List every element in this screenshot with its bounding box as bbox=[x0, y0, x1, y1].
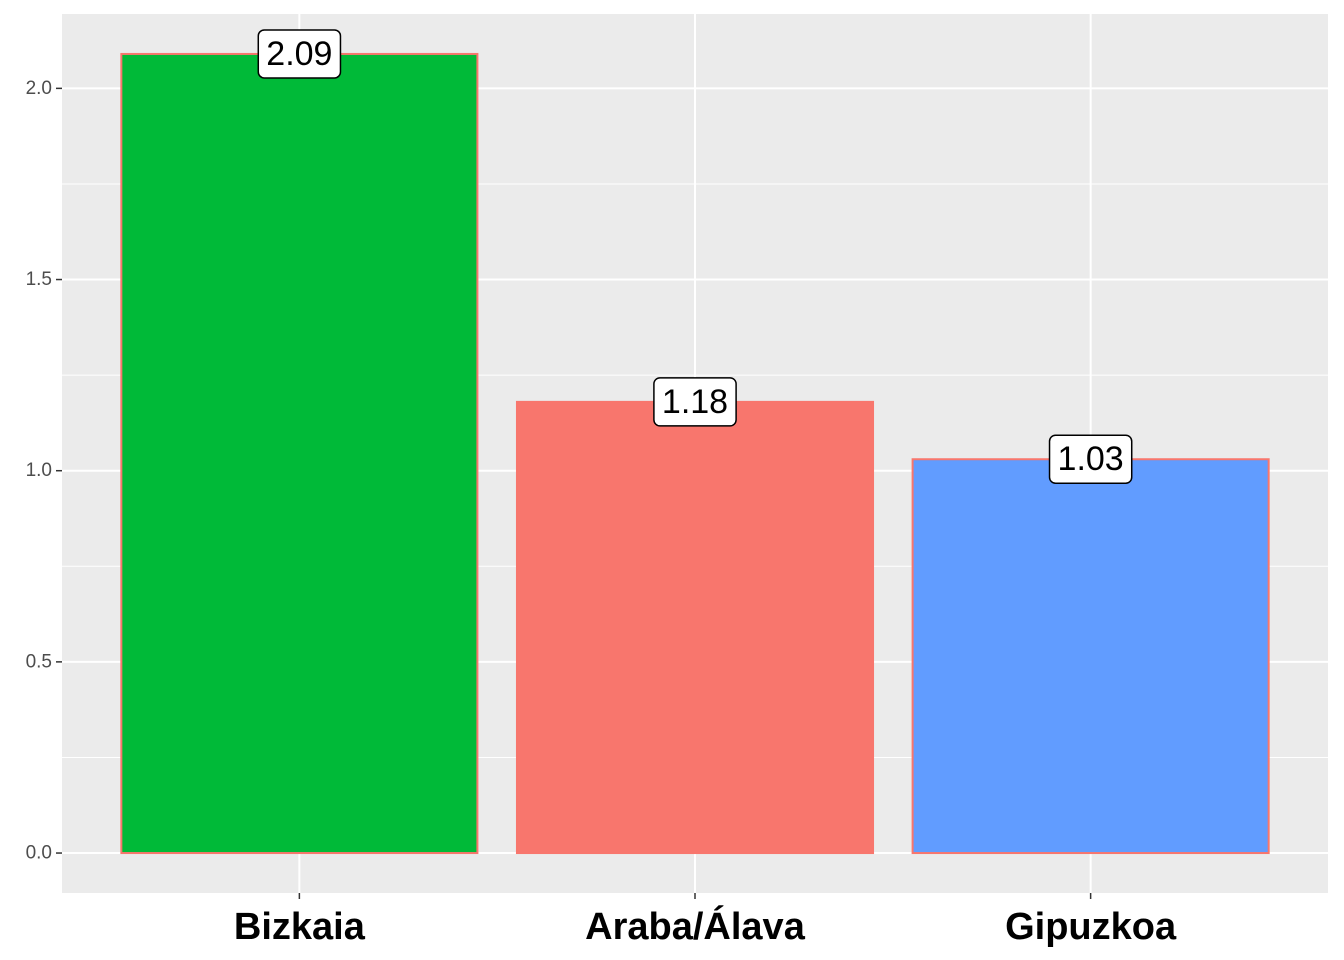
x-tick-label: Gipuzkoa bbox=[1005, 906, 1177, 948]
value-label-box bbox=[653, 377, 737, 427]
y-tick-label: 0.0 bbox=[26, 843, 52, 864]
value-label: 2.09 bbox=[266, 35, 332, 73]
x-tick-label: Araba/Álava bbox=[585, 904, 806, 948]
value-label: 1.03 bbox=[1058, 440, 1124, 478]
bar bbox=[911, 458, 1270, 855]
y-tick-label: 1.5 bbox=[26, 269, 52, 290]
value-label-box bbox=[1048, 434, 1133, 484]
x-tick-label: Bizkaia bbox=[234, 906, 366, 948]
bar bbox=[120, 52, 479, 855]
y-tick-label: 0.5 bbox=[26, 651, 52, 672]
value-label: 1.18 bbox=[662, 383, 728, 421]
bar bbox=[515, 400, 875, 855]
value-label-box bbox=[257, 29, 342, 79]
y-tick-label: 1.0 bbox=[26, 460, 52, 481]
y-tick-label: 2.0 bbox=[26, 78, 52, 99]
